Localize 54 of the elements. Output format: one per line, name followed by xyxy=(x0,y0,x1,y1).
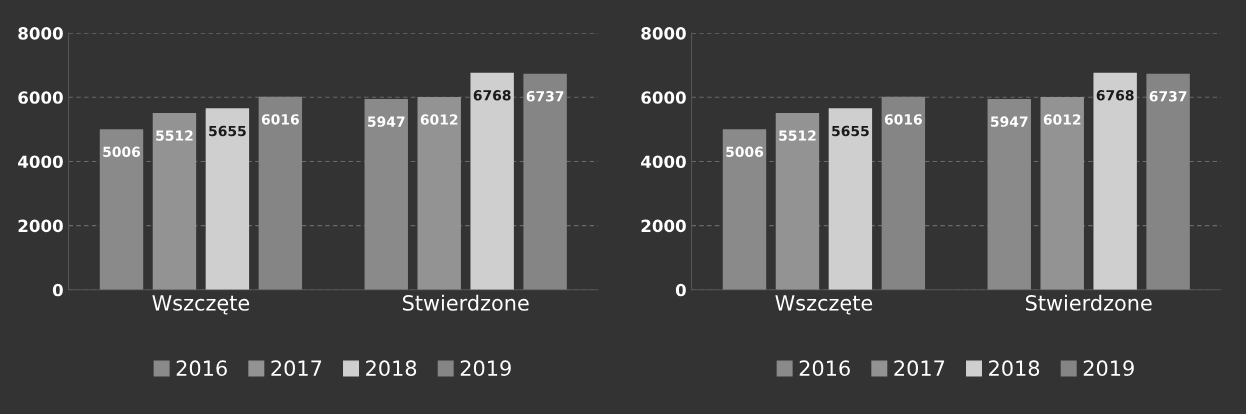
legend-label: 2018 xyxy=(366,360,417,377)
legend-label: 2019 xyxy=(460,360,511,377)
y-tick-label: 4000 xyxy=(641,155,686,169)
legend-label: 2019 xyxy=(1083,360,1134,377)
y-tick-label: 4000 xyxy=(18,155,63,169)
data-label: 6016 xyxy=(884,114,922,125)
legend-label: 2016 xyxy=(799,360,850,377)
data-label: 6768 xyxy=(473,90,511,101)
data-label: 5512 xyxy=(156,130,193,141)
bar xyxy=(881,96,926,290)
y-tick-label: 8000 xyxy=(18,27,63,40)
y-tick-label: 6000 xyxy=(18,91,63,104)
data-label: 6768 xyxy=(1096,90,1134,101)
data-label: 5006 xyxy=(726,146,764,158)
legend-label: 2017 xyxy=(271,360,322,377)
bar xyxy=(417,96,461,290)
data-label: 6737 xyxy=(1149,91,1187,102)
bar xyxy=(364,98,408,290)
bar xyxy=(828,108,873,290)
data-label: 5655 xyxy=(209,125,246,137)
y-tick-label: 8000 xyxy=(641,27,686,40)
y-tick-label: 6000 xyxy=(641,91,686,104)
bar xyxy=(258,96,303,290)
data-label: 6012 xyxy=(420,114,458,125)
data-label: 5655 xyxy=(832,125,869,137)
data-label: 6012 xyxy=(1043,114,1081,125)
x-tick-label: Wszczęte xyxy=(775,295,873,315)
data-label: 5947 xyxy=(991,116,1028,127)
bar xyxy=(205,108,250,290)
data-label: 6016 xyxy=(261,114,299,125)
data-label: 5512 xyxy=(779,130,816,141)
bar xyxy=(1040,96,1084,290)
bar xyxy=(987,98,1031,290)
bar xyxy=(523,73,567,290)
legend-label: 2016 xyxy=(176,360,227,377)
bar xyxy=(99,129,144,290)
bar xyxy=(470,72,514,290)
y-tick-label: 0 xyxy=(52,283,63,297)
x-tick-label: Wszczęte xyxy=(152,295,250,315)
y-tick-label: 2000 xyxy=(18,219,63,233)
bar xyxy=(1093,72,1137,290)
bar xyxy=(722,129,767,290)
bar xyxy=(1146,73,1190,290)
legend-label: 2017 xyxy=(894,360,945,377)
y-tick-label: 0 xyxy=(675,283,686,297)
bar xyxy=(775,112,820,290)
y-tick-label: 2000 xyxy=(641,219,686,233)
x-tick-label: Stwierdzone xyxy=(1025,294,1152,311)
legend-label: 2018 xyxy=(989,360,1040,377)
bar xyxy=(152,112,197,290)
data-label: 6737 xyxy=(526,91,564,102)
data-label: 5006 xyxy=(103,146,141,158)
x-tick-label: Stwierdzone xyxy=(402,294,529,311)
data-label: 5947 xyxy=(368,116,405,127)
